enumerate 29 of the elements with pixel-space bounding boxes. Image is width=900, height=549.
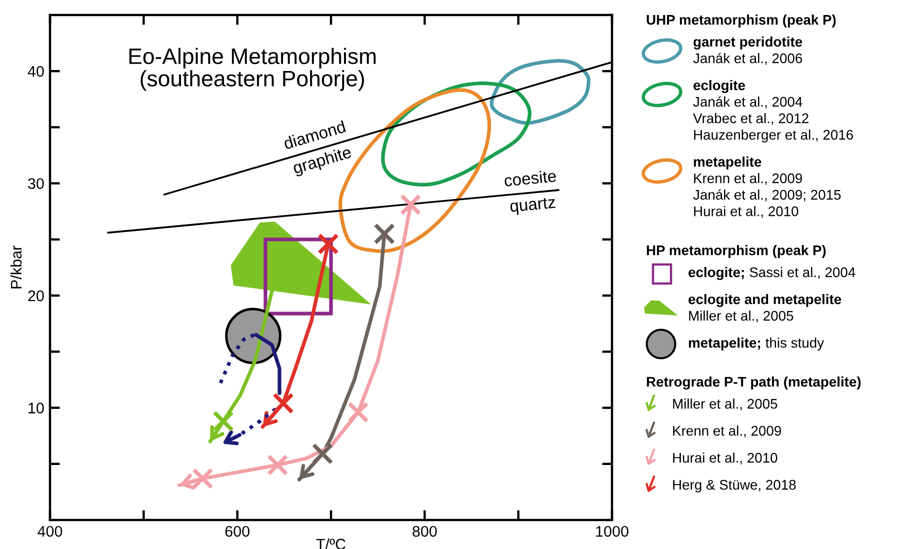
point — [400, 194, 422, 216]
point — [317, 233, 339, 255]
text: eclogite Janák et al., 2004 Vrabec et al., 2012 Hauzenberger et al., 2016 — [693, 80, 853, 142]
text: eclogite; Sassi et al., 2004 — [688, 266, 856, 280]
legend-label: Miller et al., 2005 — [673, 398, 778, 410]
point — [374, 223, 396, 245]
text: UHP metamorphism (peak P) — [646, 14, 836, 28]
legend-label: Herg & Stüwe, 2018 — [673, 480, 796, 492]
point — [347, 402, 369, 423]
text: metapelite Krenn et al., 2009 Janák et al., 2009; 2015 Hurai et al., 2010 — [693, 156, 841, 218]
text: garnet peridotite Janák et al., 2006 — [693, 36, 802, 65]
y-tick-label: 30 — [28, 178, 44, 190]
x-tick-label: 400 — [38, 526, 62, 537]
y-tick-label: 10 — [28, 402, 44, 414]
legend-label: eclogite and metapelite Miller et al., 2005 — [688, 294, 842, 322]
legend-label: metapelite; this study — [688, 338, 824, 350]
x-tick-label: 1000 — [596, 526, 628, 537]
point — [266, 454, 288, 476]
x-tick-label: 600 — [225, 526, 250, 537]
text: Eo-Alpine Metamorphism (southeastern Pohorje) — [129, 48, 376, 91]
legend-label: Krenn et al., 2009 — [673, 426, 781, 438]
y-tick-label: 20 — [28, 290, 44, 302]
text: coesite quartz — [504, 170, 556, 216]
x-tick-label: 800 — [412, 526, 437, 537]
text: Retrograde P-T path (metapelite) — [646, 376, 861, 390]
y-tick-label: 40 — [28, 66, 44, 77]
text: HP metamorphism (peak P) — [646, 245, 826, 258]
y-axis-title: P/kbar — [10, 246, 22, 288]
legend-label: Hurai et al., 2010 — [673, 452, 778, 464]
